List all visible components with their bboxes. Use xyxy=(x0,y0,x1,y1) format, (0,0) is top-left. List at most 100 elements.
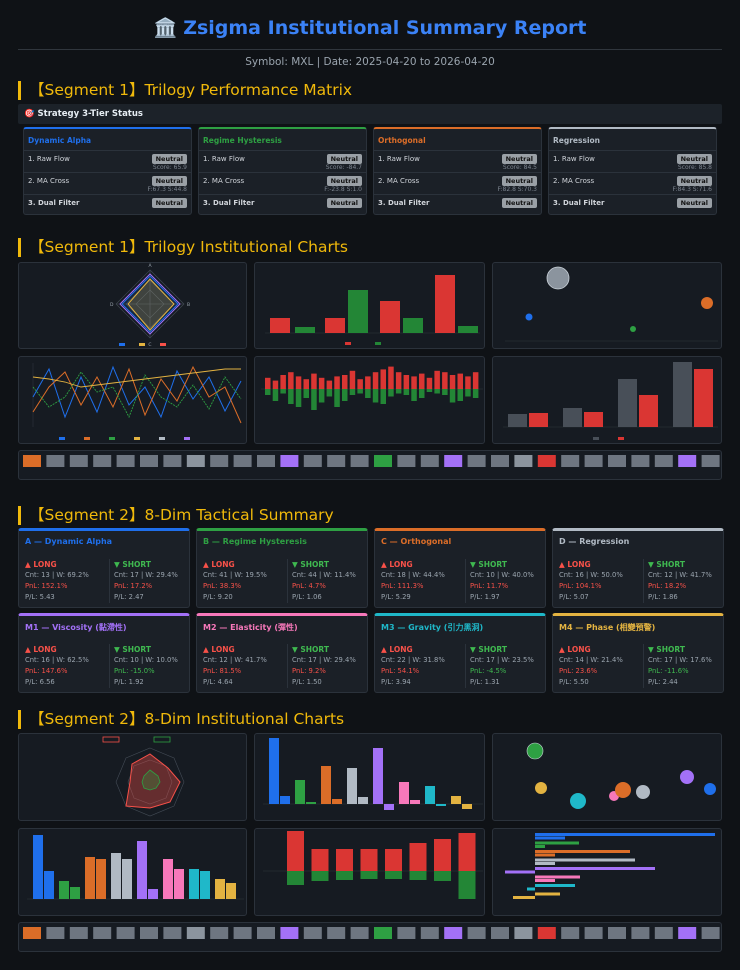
short-header: ▼ SHORT xyxy=(470,645,507,654)
chart-bar xyxy=(409,843,427,871)
strip-swatch xyxy=(701,927,720,939)
short-stats: ▼ SHORT Cnt: 10 | W: 10.0% PnL: -15.0% P/L:… xyxy=(109,644,189,688)
status-badge: Neutral xyxy=(326,176,362,186)
chart-bar xyxy=(403,389,410,395)
dimension-card: M1 — Viscosity (黏滯性) ▲ LONG Cnt: 16 | W: 6… xyxy=(18,613,190,693)
dimension-name: B — Regime Hysteresis xyxy=(203,537,307,546)
strip-swatch xyxy=(444,927,463,939)
chart-bar xyxy=(395,372,402,389)
strip-swatch xyxy=(584,927,603,939)
long-header: ▲ LONG xyxy=(559,645,591,654)
strip-swatch xyxy=(327,455,346,467)
short-header: ▼ SHORT xyxy=(114,645,151,654)
dimension-name: D — Regression xyxy=(559,537,630,546)
chart-bar xyxy=(465,389,471,397)
chart-bar xyxy=(347,768,357,804)
strip-swatch xyxy=(93,927,112,939)
long-header: ▲ LONG xyxy=(203,560,235,569)
tier-card: Dynamic Alpha 1. Raw Flow Neutral Score: 65… xyxy=(23,127,192,215)
strip-swatch xyxy=(397,455,416,467)
row-score: Score: 85.8 xyxy=(677,164,712,171)
chart-bar xyxy=(442,389,448,395)
chart-bar xyxy=(505,870,535,874)
long-stats: ▲ LONG Cnt: 16 | W: 50.0% PnL: 104.1% P/L: … xyxy=(559,559,639,603)
chart-bar xyxy=(272,380,279,389)
long-pl: P/L: 5.43 xyxy=(25,593,55,601)
row-score: Score: 84.5 xyxy=(502,164,537,171)
tier-name: Regime Hysteresis xyxy=(203,136,282,145)
chart-bar xyxy=(215,879,225,899)
short-header: ▼ SHORT xyxy=(292,560,329,569)
strip-swatch xyxy=(397,927,416,939)
chart-bar xyxy=(399,782,409,804)
dimension-card: M4 — Phase (相變預警) ▲ LONG Cnt: 14 | W: 21.4… xyxy=(552,613,724,693)
chart-bar xyxy=(535,892,560,896)
chart-bar xyxy=(434,839,451,871)
long-header: ▲ LONG xyxy=(25,645,57,654)
chart-bar xyxy=(365,376,371,389)
row-label: 3. Dual Filter xyxy=(203,199,255,207)
chart-bar xyxy=(174,869,184,899)
strip-swatch xyxy=(116,927,135,939)
chart-bar xyxy=(326,389,333,397)
report-subtitle: Symbol: MXL | Date: 2025-04-20 to 2026-0… xyxy=(245,56,495,68)
chart-bar xyxy=(148,889,158,899)
dimension-card: M2 — Elasticity (彈性) ▲ LONG Cnt: 12 | W: 4… xyxy=(196,613,368,693)
long-pl: P/L: 5.50 xyxy=(559,678,589,686)
strip-swatch xyxy=(327,927,346,939)
chart-bar xyxy=(303,379,309,389)
tier-row-raw-flow: 1. Raw Flow Neutral Score: 85.8 xyxy=(549,150,716,172)
short-pnl: PnL: 11.7% xyxy=(470,582,509,590)
chart-bar xyxy=(472,372,479,389)
long-pnl: PnL: 38.3% xyxy=(203,582,242,590)
svg-text:C: C xyxy=(148,342,151,348)
dimension-card: D — Regression ▲ LONG Cnt: 16 | W: 50.0% Pn… xyxy=(552,528,724,608)
chart-bar xyxy=(295,376,302,389)
strip-swatch xyxy=(374,455,392,467)
strip-swatch xyxy=(678,455,697,467)
strip-swatch xyxy=(608,455,626,467)
short-stats: ▼ SHORT Cnt: 17 | W: 23.5% PnL: -4.5% P/L: … xyxy=(465,644,545,688)
short-stats: ▼ SHORT Cnt: 44 | W: 11.4% PnL: 4.7% P/L: 1… xyxy=(287,559,367,603)
chart-bar xyxy=(465,376,471,389)
chart-bar xyxy=(265,389,271,395)
chart-bar xyxy=(527,887,535,891)
short-count: Cnt: 17 | W: 29.4% xyxy=(292,656,356,664)
chart-bar xyxy=(326,380,333,389)
short-pnl: PnL: 18.2% xyxy=(648,582,687,590)
short-pl: P/L: 1.92 xyxy=(114,678,144,686)
chart-bar xyxy=(137,841,147,899)
chart-bar xyxy=(535,836,565,840)
chart-bar xyxy=(280,389,286,394)
row-label: 2. MA Cross xyxy=(553,177,595,185)
page-title: 🏛️ Zsigma Institutional Summary Report xyxy=(0,16,740,39)
chart-bar xyxy=(318,377,325,389)
chart-bar xyxy=(395,389,402,394)
chart-bar xyxy=(44,871,54,899)
short-pl: P/L: 2.44 xyxy=(648,678,678,686)
chart-bar xyxy=(280,375,286,389)
row-label: 3. Dual Filter xyxy=(553,199,605,207)
strip-swatch xyxy=(444,455,463,467)
chart-bar xyxy=(358,797,368,804)
heatmap-strip-8dim xyxy=(18,922,722,952)
short-pl: P/L: 1.31 xyxy=(470,678,500,686)
chart-bar xyxy=(385,849,402,871)
chart-bar xyxy=(306,802,316,804)
short-pnl: PnL: -4.5% xyxy=(470,667,507,675)
chart-bar xyxy=(434,370,440,389)
status-badge: Neutral xyxy=(326,198,362,208)
long-pnl: PnL: 111.3% xyxy=(381,582,424,590)
strip-swatch xyxy=(233,455,252,467)
long-pnl: PnL: 104.1% xyxy=(559,582,602,590)
tier-row-ma-cross: 2. MA Cross Neutral F:67.3 S:44.8 xyxy=(24,172,191,194)
tier-row-dual-filter: 3. Dual Filter Neutral xyxy=(374,194,541,216)
strip-swatch xyxy=(233,927,252,939)
chart-bar xyxy=(535,867,655,870)
chart-bar xyxy=(373,748,383,804)
dimension-card: A — Dynamic Alpha ▲ LONG Cnt: 13 | W: 69.2… xyxy=(18,528,190,608)
row-label: 1. Raw Flow xyxy=(553,155,595,163)
long-pl: P/L: 5.29 xyxy=(381,593,411,601)
strategy-status-bar: 🎯 Strategy 3-Tier Status xyxy=(18,104,722,124)
strip-swatch xyxy=(210,927,229,939)
